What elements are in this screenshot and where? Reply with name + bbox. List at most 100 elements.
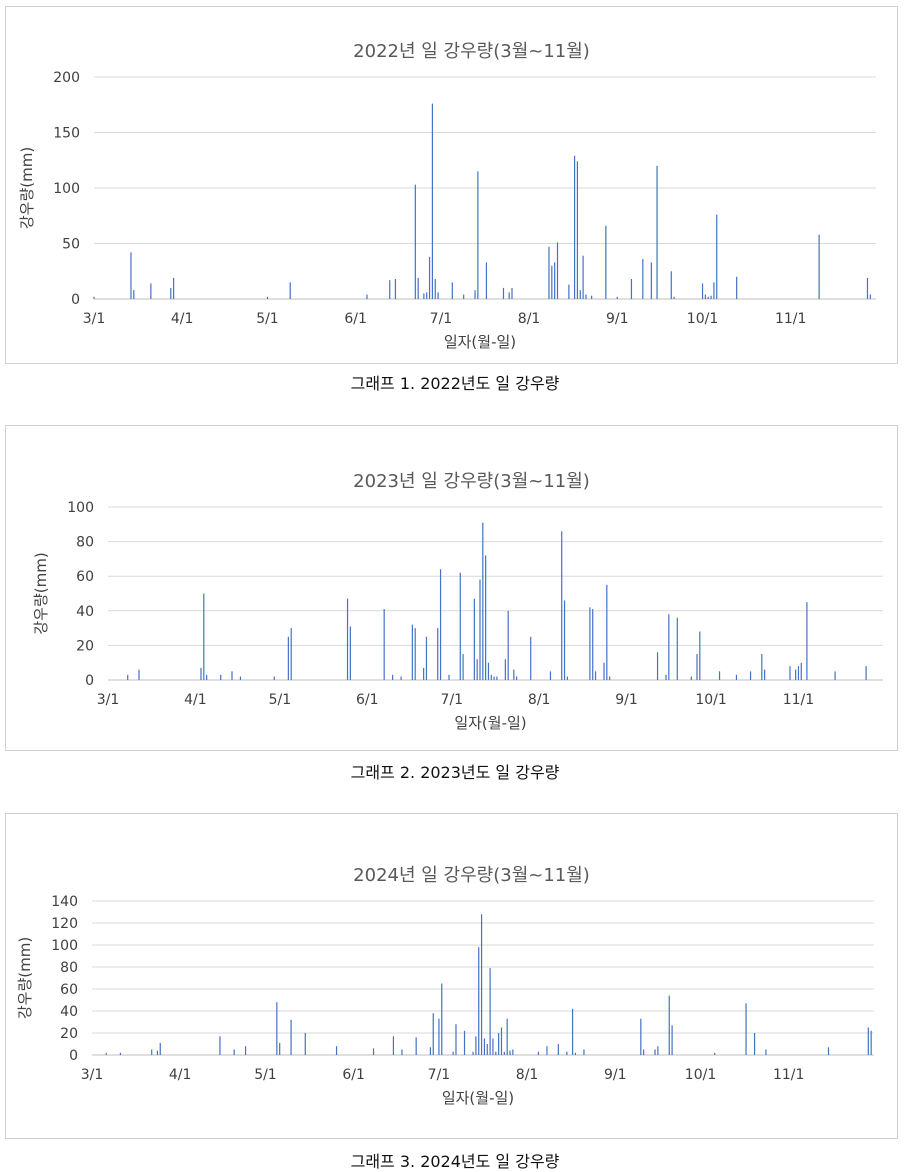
rain-bar: [574, 1052, 577, 1055]
rain-bar: [707, 296, 709, 299]
rain-bar: [459, 572, 461, 680]
x-tick-label: 9/1: [604, 1067, 627, 1083]
rain-bar: [220, 674, 222, 680]
rain-bar: [548, 246, 550, 299]
rain-bar: [592, 609, 594, 680]
rain-bar: [432, 1013, 434, 1055]
rain-bar: [866, 277, 869, 299]
rain-bar: [591, 295, 593, 299]
y-tick-label: 140: [51, 894, 78, 910]
rain-bar: [509, 1050, 511, 1055]
rain-bar: [492, 1038, 494, 1055]
rain-bar: [431, 103, 433, 299]
x-tick-label: 9/1: [615, 692, 638, 708]
y-axis-title: 강우량(mm): [18, 147, 36, 229]
chart-caption-2023: 그래프 2. 2023년도 일 강우량: [350, 763, 560, 782]
x-tick-label: 6/1: [344, 311, 367, 327]
rain-bar: [506, 1018, 508, 1055]
chart-svg-2023: 2023년 일 강우량(3월~11월) 0 20 40 60 80 100 3/1 4/1 5/1…: [32, 471, 883, 732]
rain-bar: [429, 1047, 431, 1055]
y-tick-label: 20: [60, 1026, 78, 1042]
rain-bar: [713, 282, 715, 299]
x-tick-label: 4/1: [171, 311, 194, 327]
rain-bar: [571, 1008, 574, 1055]
y-tick-label: 40: [60, 1004, 78, 1020]
rain-bar: [482, 522, 484, 680]
x-tick-label: 8/1: [516, 1067, 539, 1083]
y-tick-label: 100: [51, 938, 78, 954]
rain-bar: [630, 279, 633, 299]
rain-bar: [504, 659, 506, 680]
chart-panel-2023: 2023년 일 강우량(3월~11월) 0 20 40 60 80 100 3/1 4/1 5/1…: [5, 425, 898, 751]
rain-bar: [119, 1052, 122, 1055]
rain-bar: [478, 947, 480, 1055]
x-axis-title: 일자(월-일): [442, 1089, 514, 1107]
rain-bar: [428, 256, 431, 299]
rain-bar: [489, 968, 491, 1055]
rain-bar: [673, 296, 675, 299]
x-tick-label: 5/1: [254, 1067, 277, 1083]
rain-bar: [605, 225, 607, 299]
rain-bar: [503, 1051, 505, 1055]
rain-bar: [671, 1025, 673, 1055]
rain-bar: [434, 279, 436, 299]
rain-bar: [170, 287, 172, 299]
rain-bar: [366, 294, 368, 299]
rain-bar: [511, 287, 513, 299]
rain-bar: [462, 654, 464, 680]
rain-bar: [401, 1049, 403, 1055]
rain-bar: [279, 1042, 281, 1055]
y-tick-label: 0: [85, 673, 94, 689]
rain-bar: [585, 294, 587, 299]
rain-bar: [239, 676, 242, 680]
rain-bar: [718, 671, 721, 680]
x-tick-label: 7/1: [428, 1067, 451, 1083]
x-tick-label: 9/1: [606, 311, 629, 327]
rain-bar: [556, 242, 559, 299]
rain-bar: [483, 1038, 486, 1055]
rain-bar: [512, 1049, 514, 1055]
rain-bar: [437, 292, 439, 299]
rain-bar: [765, 1049, 767, 1055]
rain-bar: [606, 584, 608, 680]
rain-bar: [834, 671, 836, 680]
rain-bar: [93, 296, 95, 299]
rain-bar: [472, 1051, 474, 1055]
rain-bar: [642, 259, 644, 299]
y-tick-label: 80: [60, 960, 78, 976]
chart-title: 2022년 일 강우량(3월~11월): [353, 41, 590, 62]
rain-bar: [487, 662, 490, 680]
rain-bar: [335, 1046, 338, 1055]
x-tick-label: 3/1: [97, 692, 120, 708]
chart-svg-2024: 2024년 일 강우량(3월~11월) 0 20 40 60 80 100 120 140 3/1…: [16, 865, 874, 1107]
rain-bar: [372, 1048, 375, 1055]
rain-bar: [473, 598, 475, 680]
rain-bar: [701, 283, 704, 299]
rain-bar: [563, 600, 566, 680]
rain-bar: [159, 1042, 161, 1055]
rain-bar: [500, 1027, 503, 1055]
rain-bar: [495, 1051, 497, 1055]
rain-bar: [479, 579, 481, 680]
rain-bar: [290, 628, 292, 680]
y-tick-label: 80: [76, 535, 94, 551]
rain-bar: [699, 631, 701, 680]
rain-bar: [423, 667, 425, 680]
rain-bar: [579, 290, 581, 299]
rain-bar: [231, 671, 233, 680]
rain-bar: [650, 262, 652, 299]
rain-bar: [496, 676, 498, 680]
rain-bar: [795, 669, 797, 680]
x-tick-label: 6/1: [356, 692, 379, 708]
x-tick-label: 11/1: [775, 311, 806, 327]
rain-bar: [206, 674, 208, 680]
rain-bar: [423, 293, 425, 299]
rain-bar: [173, 277, 175, 299]
rain-bar: [736, 276, 738, 299]
rain-bar: [867, 1027, 869, 1055]
rain-bar: [485, 262, 488, 299]
rain-bar: [105, 1052, 107, 1055]
rain-bar: [704, 294, 706, 299]
x-tick-label: 8/1: [518, 311, 541, 327]
x-axis-title: 일자(월-일): [454, 714, 526, 732]
